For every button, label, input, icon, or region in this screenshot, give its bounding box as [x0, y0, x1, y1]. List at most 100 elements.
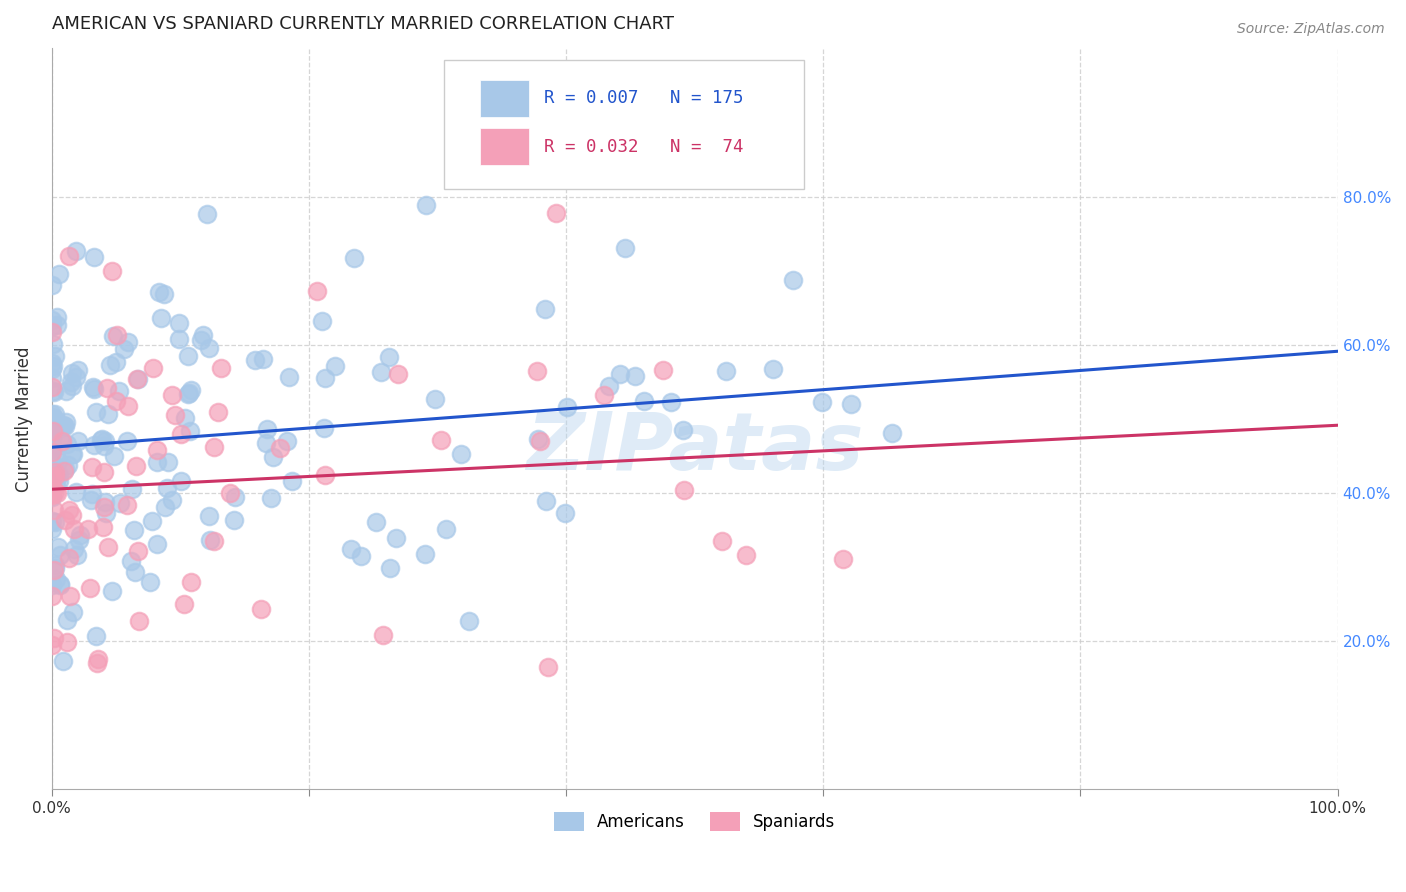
Point [882, 425, 904, 440]
Point [60, 447, 83, 461]
Point [252, 352, 274, 367]
Point [782, 273, 804, 287]
Text: AMERICAN VS SPANIARD CURRENTLY MARRIED CORRELATION CHART: AMERICAN VS SPANIARD CURRENTLY MARRIED C… [52, 15, 673, 33]
FancyBboxPatch shape [444, 60, 804, 189]
Point [276, 434, 298, 448]
Point [60, 378, 83, 392]
Point [53, 513, 76, 527]
Point [48, 475, 70, 489]
Point [312, 421, 335, 435]
Point [53, 462, 76, 476]
Point [256, 422, 278, 436]
Point [195, 207, 218, 221]
Point [46, 541, 69, 555]
Point [371, 628, 394, 642]
Point [44, 465, 66, 479]
Point [67, 363, 90, 377]
Point [48, 432, 70, 446]
Point [56, 635, 79, 649]
Point [112, 342, 135, 356]
Point [314, 467, 336, 482]
Point [256, 436, 278, 450]
Point [415, 198, 437, 212]
Text: ZIPatas: ZIPatas [526, 409, 863, 487]
Point [105, 393, 128, 408]
Point [80, 460, 103, 475]
Point [41, 361, 63, 376]
Point [180, 574, 202, 589]
Point [46, 318, 69, 333]
Point [66, 548, 89, 562]
Point [97, 407, 120, 421]
Point [156, 455, 179, 469]
Point [41, 445, 63, 459]
Point [710, 533, 733, 548]
Point [60, 366, 83, 380]
Point [810, 394, 832, 409]
Point [93, 519, 115, 533]
Point [529, 434, 551, 448]
Point [87, 652, 110, 666]
Point [42, 413, 65, 427]
Point [44, 349, 66, 363]
Point [45, 478, 67, 492]
Point [42, 442, 65, 456]
Point [56, 458, 79, 472]
Text: Source: ZipAtlas.com: Source: ZipAtlas.com [1237, 22, 1385, 37]
Point [651, 363, 673, 377]
Point [198, 341, 221, 355]
Point [323, 359, 346, 373]
Point [269, 442, 291, 456]
Point [434, 523, 457, 537]
Point [526, 363, 548, 377]
Point [832, 551, 855, 566]
Y-axis label: Currently Married: Currently Married [15, 346, 32, 491]
Point [62, 605, 84, 619]
Point [83, 250, 105, 264]
Point [42, 385, 65, 400]
Point [156, 481, 179, 495]
Point [141, 514, 163, 528]
Point [179, 424, 201, 438]
Point [65, 370, 87, 384]
Point [307, 285, 329, 299]
Point [139, 574, 162, 589]
Point [41, 277, 63, 292]
Point [79, 582, 101, 596]
Point [60, 508, 83, 522]
Point [84, 405, 107, 419]
Point [76, 522, 98, 536]
Point [41, 431, 63, 445]
Point [115, 498, 138, 512]
Point [160, 492, 183, 507]
Point [209, 360, 232, 375]
Point [44, 469, 66, 483]
Point [83, 438, 105, 452]
Point [450, 447, 472, 461]
Point [49, 548, 72, 562]
Point [49, 577, 72, 591]
Point [41, 424, 63, 438]
Point [735, 548, 758, 562]
Point [115, 434, 138, 448]
Point [423, 392, 446, 407]
Point [170, 426, 193, 441]
Point [614, 241, 637, 255]
Point [592, 387, 614, 401]
Point [44, 412, 66, 426]
Point [48, 467, 70, 482]
Point [80, 487, 103, 501]
Point [366, 515, 388, 529]
Point [146, 537, 169, 551]
Point [44, 447, 66, 461]
Point [41, 439, 63, 453]
Point [42, 409, 65, 424]
Point [96, 381, 118, 395]
Point [108, 496, 131, 510]
Point [97, 540, 120, 554]
Point [340, 541, 363, 556]
Point [63, 541, 86, 556]
Point [122, 523, 145, 537]
Point [41, 514, 63, 528]
Point [41, 411, 63, 425]
